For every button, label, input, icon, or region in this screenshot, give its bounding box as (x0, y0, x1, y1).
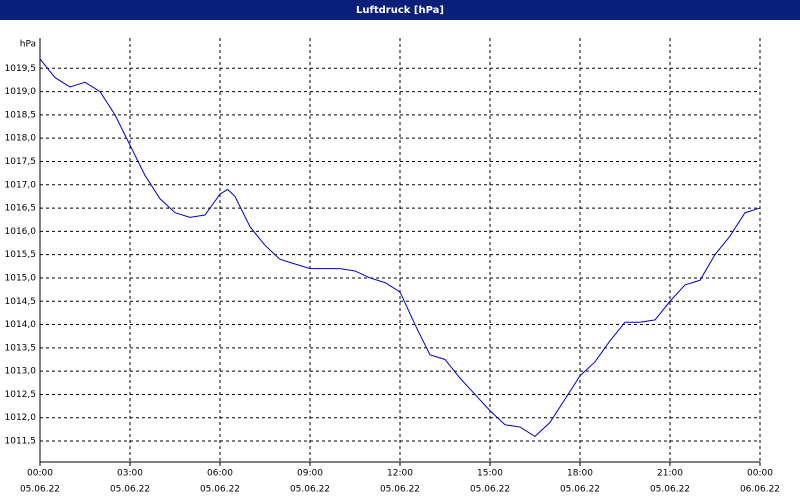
y-tick-label: 1014,5 (5, 297, 37, 307)
data-line (39, 58, 761, 438)
x-tick-label: 06:00 (207, 469, 233, 479)
y-tick-label: 1016,0 (5, 227, 37, 237)
y-tick-label: 1018,5 (5, 110, 37, 120)
x-tick-label: 06.06.22 (740, 485, 780, 495)
x-tick-label: 05.06.22 (290, 485, 330, 495)
x-tick-label: 05.06.22 (20, 485, 60, 495)
y-tick-label: 1018,0 (5, 134, 37, 144)
y-tick-label: 1013,5 (5, 343, 37, 353)
x-tick-label: 09:00 (297, 469, 323, 479)
y-tick-label: 1012,0 (5, 413, 37, 423)
y-tick-label: 1019,0 (5, 87, 37, 97)
y-tick-label: 1015,0 (5, 273, 37, 283)
x-tick-label: 00:00 (27, 469, 53, 479)
y-tick-label: 1019,5 (5, 64, 37, 74)
x-tick-label: 21:00 (657, 469, 683, 479)
x-tick-label: 05.06.22 (110, 485, 150, 495)
y-tick-label: 1011,5 (5, 437, 37, 447)
x-tick-label: 05.06.22 (650, 485, 690, 495)
y-tick-label: 1016,5 (5, 204, 37, 214)
y-tick-label: 1017,0 (5, 180, 37, 190)
y-tick-label: 1013,0 (5, 367, 37, 377)
x-tick-label: 00:00 (747, 469, 773, 479)
x-tick-label: 05.06.22 (470, 485, 510, 495)
x-tick-label: 12:00 (387, 469, 413, 479)
x-tick-label: 15:00 (477, 469, 503, 479)
x-tick-label: 18:00 (567, 469, 593, 479)
title-bar (0, 0, 800, 20)
y-axis-label: hPa (20, 40, 36, 50)
x-tick-label: 05.06.22 (380, 485, 420, 495)
y-tick-label: 1012,5 (5, 390, 37, 400)
x-tick-label: 03:00 (117, 469, 143, 479)
y-tick-label: 1015,5 (5, 250, 37, 260)
x-tick-label: 05.06.22 (200, 485, 240, 495)
y-tick-label: 1017,5 (5, 157, 37, 167)
chart-title: Luftdruck [hPa] (356, 5, 444, 16)
y-tick-label: 1014,0 (5, 320, 37, 330)
x-tick-label: 05.06.22 (560, 485, 600, 495)
